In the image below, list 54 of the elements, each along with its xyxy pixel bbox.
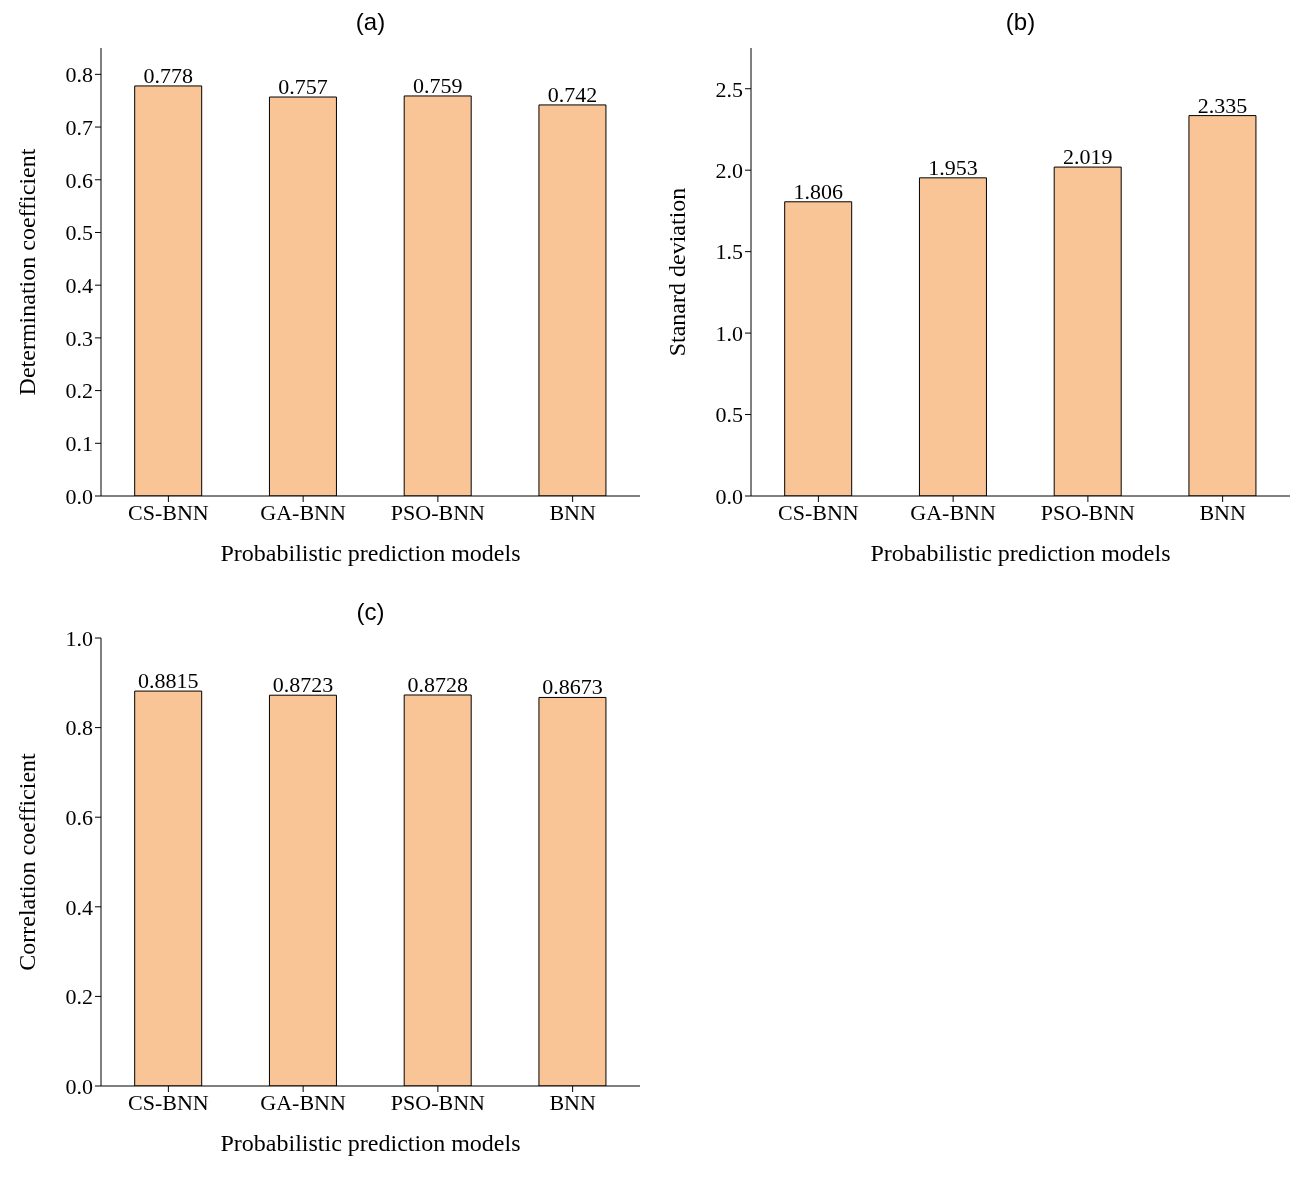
y-tick-label: 0.6 [65,167,93,193]
y-tick-label: 2.5 [715,76,743,102]
x-tick-label: PSO-BNN [390,499,486,525]
y-tick-label: 1.5 [715,239,743,265]
y-tick-label: 0.0 [65,1073,93,1099]
y-tick-label: 0.4 [65,272,93,298]
x-axis-title: Probabilistic prediction models [870,540,1171,566]
y-tick-label: 0.4 [65,894,93,920]
data-label: 0.8723 [272,672,334,698]
data-label: 1.953 [928,154,978,180]
chart-title: (b) [1004,8,1037,36]
x-axis-title: Probabilistic prediction models [220,1130,521,1156]
x-tick-label: GA-BNN [260,1089,347,1115]
y-tick-label: 2.0 [715,157,743,183]
data-label: 0.8815 [137,668,199,694]
y-tick-label: 1.0 [715,320,743,346]
y-axis-title: Stanard deviation [663,187,690,357]
y-tick-label: 0.2 [65,378,93,404]
x-tick-label: GA-BNN [910,499,997,525]
y-tick-label: 0.7 [65,114,93,140]
x-tick-label: CS-BNN [128,499,209,525]
data-label: 0.8728 [407,671,468,697]
x-tick-label: PSO-BNN [1040,499,1136,525]
x-tick-label: CS-BNN [128,1089,209,1115]
x-tick-label: BNN [549,1089,596,1115]
x-axis-title: Probabilistic prediction models [220,540,521,566]
y-tick-label: 0.3 [65,325,93,351]
data-label: 0.778 [143,62,193,88]
data-label: 2.019 [1062,144,1113,170]
y-tick-label: 0.2 [65,984,93,1010]
y-axis-title: Determination coefficient [13,148,40,396]
y-tick-label: 0.6 [65,805,93,831]
y-tick-label: 0.0 [65,483,93,509]
data-label: 0.742 [547,81,598,107]
chart-title: (c) [355,598,386,626]
data-label: 0.757 [278,74,328,100]
data-label: 1.806 [793,178,843,204]
y-tick-label: 0.8 [65,62,93,88]
y-axis-title: Correlation coefficient [13,752,40,971]
y-tick-label: 0.0 [715,483,743,509]
x-tick-label: BNN [549,499,596,525]
x-tick-label: PSO-BNN [390,1089,486,1115]
x-tick-label: GA-BNN [260,499,347,525]
y-tick-label: 0.5 [65,220,93,246]
x-tick-label: CS-BNN [778,499,859,525]
y-tick-label: 0.1 [65,431,93,457]
chart-title: (a) [354,8,387,36]
y-tick-label: 1.0 [65,625,93,651]
data-label: 0.759 [412,72,463,98]
data-label: 0.8673 [542,674,603,700]
y-tick-label: 0.8 [65,715,93,741]
x-tick-label: BNN [1199,499,1246,525]
data-label: 2.335 [1197,92,1248,118]
y-tick-label: 0.5 [715,402,743,428]
